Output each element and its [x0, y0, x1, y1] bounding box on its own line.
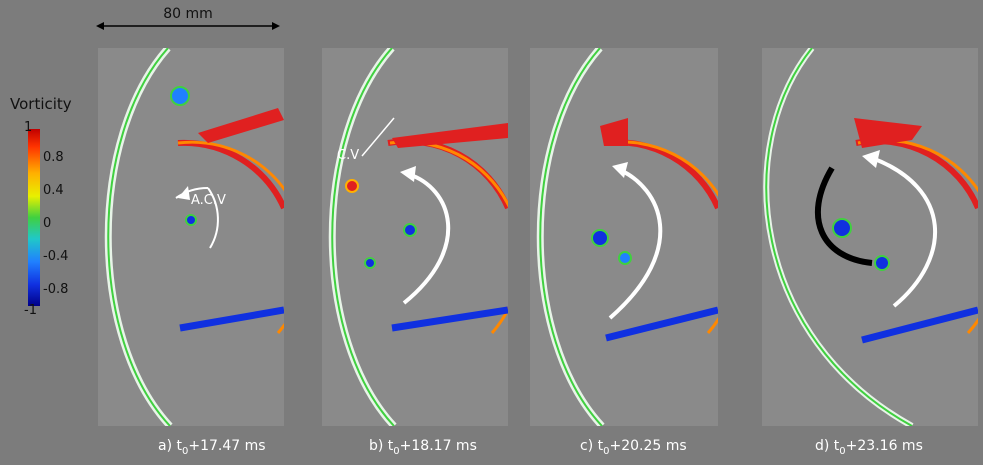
panel-b-caption: b) t0+18.17 ms	[369, 438, 477, 457]
panel-b-annotation: C.V	[337, 148, 360, 163]
panel-d-caption: d) t0+23.16 ms	[815, 438, 923, 457]
colorbar-tick: 0	[43, 216, 52, 231]
scale-bar-label: 80 mm	[163, 6, 213, 22]
panel-a-image	[98, 48, 284, 426]
scale-bar-arrow	[96, 22, 280, 30]
colorbar-tick: -1	[24, 303, 37, 318]
panel-c-image	[530, 48, 718, 426]
panel-a-caption: a) t0+17.47 ms	[158, 438, 266, 457]
colorbar	[28, 129, 40, 306]
colorbar-title: Vorticity	[10, 95, 72, 113]
panel-d-image	[762, 48, 978, 426]
colorbar-tick: 1	[24, 120, 33, 135]
colorbar-tick: 0.4	[43, 183, 64, 198]
panel-c-caption: c) t0+20.25 ms	[580, 438, 687, 457]
colorbar-tick: -0.4	[43, 249, 69, 264]
panel-a-annotation: A.C.V	[191, 193, 226, 208]
colorbar-tick: 0.8	[43, 150, 64, 165]
scale-bar: 80 mm	[96, 6, 280, 32]
panel-b-image	[322, 48, 508, 426]
colorbar-tick: -0.8	[43, 282, 69, 297]
